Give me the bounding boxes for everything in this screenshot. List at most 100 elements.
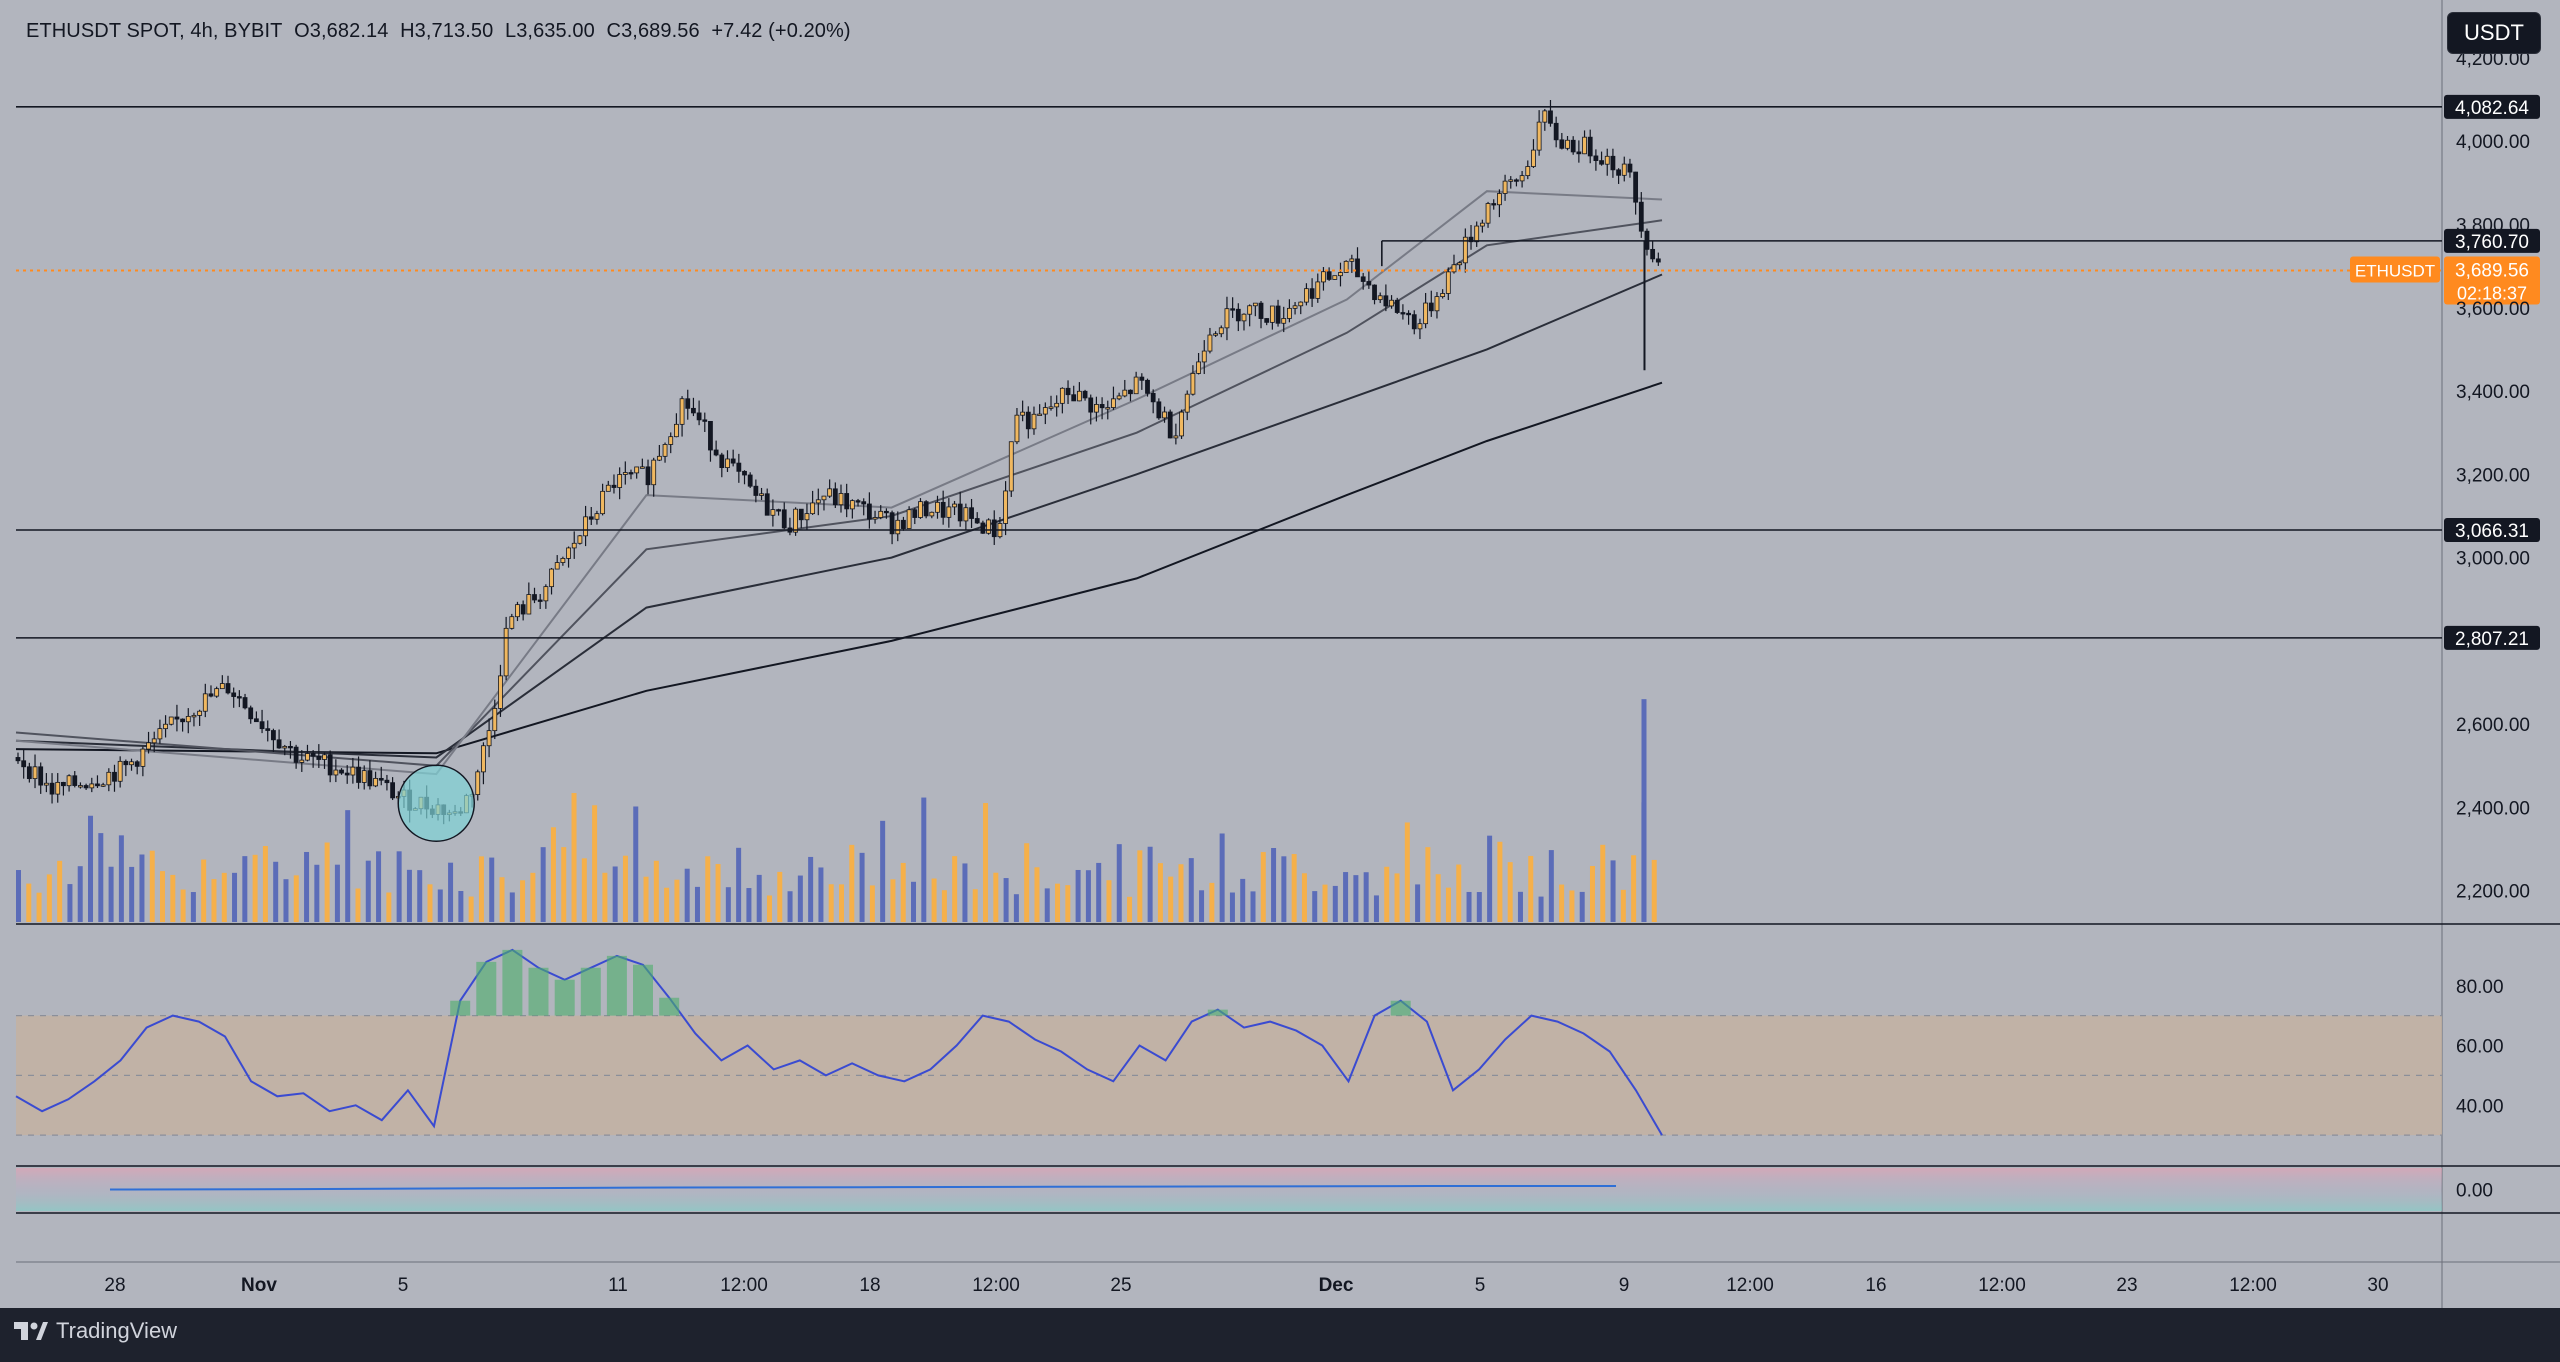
candle-body bbox=[622, 472, 628, 475]
candle-body bbox=[1042, 407, 1048, 415]
candle-body bbox=[849, 500, 855, 510]
candle-body bbox=[1008, 441, 1014, 492]
legend-low: L3,635.00 bbox=[504, 20, 595, 42]
volume-bar bbox=[1456, 864, 1462, 922]
candle-body bbox=[1082, 390, 1088, 399]
candle-body bbox=[1621, 163, 1627, 176]
rsi-tick-label: 80.00 bbox=[2456, 977, 2504, 998]
volume-bar bbox=[57, 860, 63, 922]
candle-body bbox=[963, 507, 969, 522]
candle-body bbox=[271, 730, 276, 741]
candle-body bbox=[1088, 397, 1094, 413]
candle-body bbox=[793, 508, 798, 533]
time-tick-label: 5 bbox=[398, 1275, 409, 1296]
chart-canvas[interactable]: 4,082.64 3,760.70 3,066.31 2,807.21 ETHUSDT 3… bbox=[0, 0, 2560, 1308]
candle-body bbox=[974, 518, 980, 524]
candle-body bbox=[288, 745, 293, 749]
candle-body bbox=[827, 488, 833, 497]
volume-bar bbox=[1631, 855, 1637, 922]
volume-bar bbox=[900, 862, 906, 922]
candle-body bbox=[49, 782, 55, 795]
candle-body bbox=[481, 745, 486, 773]
candle-body bbox=[1445, 271, 1451, 294]
candle-body bbox=[515, 604, 520, 618]
candle-body bbox=[248, 707, 254, 720]
candle-body bbox=[1184, 393, 1190, 413]
candle-body bbox=[1633, 171, 1639, 203]
time-tick-label: 30 bbox=[2367, 1275, 2388, 1296]
candle-body bbox=[305, 753, 310, 761]
candle-body bbox=[537, 599, 543, 602]
volume-bar bbox=[972, 889, 978, 922]
volume-bar bbox=[1044, 888, 1050, 922]
legend-symbol[interactable]: ETHUSDT SPOT, 4h, BYBIT bbox=[26, 20, 283, 42]
candle-body bbox=[1474, 225, 1480, 243]
candle-body bbox=[1542, 110, 1548, 123]
candle-body bbox=[571, 542, 577, 549]
candle-body bbox=[390, 782, 396, 799]
level-price-label: 4,082.64 bbox=[2455, 98, 2529, 119]
candle-body bbox=[1428, 302, 1434, 312]
moving-average-line bbox=[15, 273, 1663, 759]
volume-bar bbox=[1291, 854, 1297, 922]
price-tick-label: 3,800.00 bbox=[2456, 216, 2530, 237]
candle-body bbox=[134, 761, 140, 767]
candle-body bbox=[299, 759, 305, 763]
legend-high: H3,713.50 bbox=[400, 20, 494, 42]
candle-body bbox=[662, 444, 668, 457]
volume-bar bbox=[674, 879, 680, 922]
candle-body bbox=[980, 522, 986, 534]
volume-bar bbox=[1435, 874, 1441, 922]
rsi-overbought-fill bbox=[450, 949, 1411, 1016]
volume-bar bbox=[1517, 891, 1523, 922]
volume-bar bbox=[941, 890, 947, 922]
candle-body bbox=[1332, 275, 1338, 280]
candle-body bbox=[1553, 122, 1559, 141]
currency-button[interactable]: USDT bbox=[2447, 12, 2541, 54]
candle-body bbox=[685, 398, 691, 409]
candle-body bbox=[151, 738, 157, 744]
volume-bar bbox=[314, 864, 320, 922]
current-price-label: 3,689.56 bbox=[2455, 260, 2529, 281]
candle-body bbox=[1213, 333, 1219, 336]
candle-body bbox=[1014, 414, 1020, 443]
candle-body bbox=[906, 509, 912, 529]
rsi-line bbox=[15, 948, 1663, 1136]
tradingview-logo[interactable]: TradingView bbox=[14, 1318, 177, 1344]
time-tick-label: 12:00 bbox=[1726, 1275, 1774, 1296]
volume-bar bbox=[16, 870, 21, 922]
candle-body bbox=[1048, 406, 1054, 409]
candle-body bbox=[185, 715, 191, 723]
candle-body bbox=[776, 509, 781, 512]
candle-body bbox=[594, 513, 600, 520]
candle-body bbox=[1031, 413, 1037, 430]
price-tick-label: 3,400.00 bbox=[2456, 382, 2530, 403]
rsi-tick-label: 60.00 bbox=[2456, 1037, 2504, 1058]
volume-bar bbox=[1240, 878, 1246, 922]
volume-bar bbox=[478, 856, 484, 922]
candle-body bbox=[1394, 299, 1400, 313]
candle-body bbox=[1264, 318, 1270, 323]
candle-body bbox=[197, 710, 203, 716]
volume-bar bbox=[993, 872, 999, 922]
candle-body bbox=[1383, 295, 1389, 307]
candle-body bbox=[367, 770, 373, 787]
volume-bar bbox=[931, 878, 937, 922]
volume-bar bbox=[1127, 896, 1133, 922]
candle-body bbox=[1400, 312, 1406, 315]
volume-bar bbox=[1229, 892, 1235, 922]
candle-body bbox=[1281, 318, 1287, 324]
level-price-label: 2,807.21 bbox=[2455, 629, 2529, 650]
volume-bar bbox=[221, 872, 227, 922]
volume-bar bbox=[67, 884, 73, 922]
volume-bar bbox=[448, 862, 454, 922]
candle-body bbox=[1207, 334, 1213, 352]
volume-bar bbox=[1199, 890, 1205, 922]
volume-bar bbox=[571, 793, 577, 922]
candle-body bbox=[1610, 155, 1616, 171]
volume-bar bbox=[540, 847, 546, 922]
candle-body bbox=[1150, 392, 1156, 403]
volume-bar bbox=[180, 889, 186, 922]
volume-bar bbox=[1013, 894, 1019, 922]
candle-body bbox=[600, 490, 606, 515]
